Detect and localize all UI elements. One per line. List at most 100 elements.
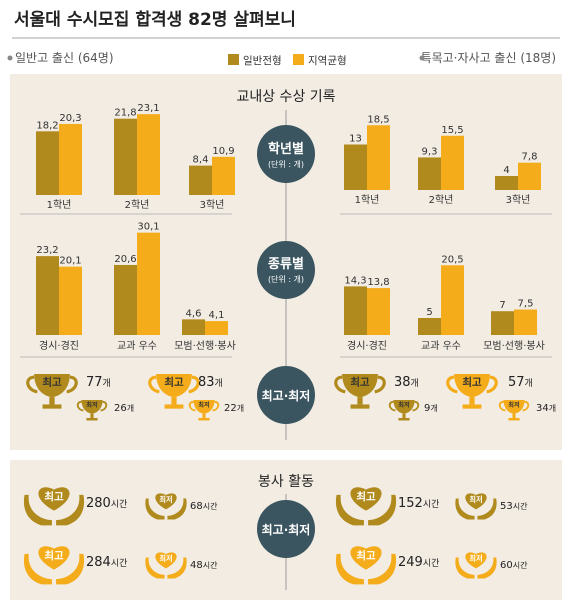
heart-min-left-general: 최저 bbox=[145, 493, 187, 520]
heart-min-value-right-regional: 60시간 bbox=[500, 560, 528, 571]
heart-max-right-regional-hand-left bbox=[335, 553, 364, 585]
page-title: 서울대 수시모집 합격생 82명 살펴보니 bbox=[14, 9, 296, 30]
trophy-max-value-left-regional: 83개 bbox=[198, 375, 223, 390]
heart-max-left-general-hand-right bbox=[56, 494, 85, 526]
heart-max-right-regional-hand-right bbox=[368, 553, 397, 585]
tick-label-right-type-1: 교과 우수 bbox=[421, 340, 461, 352]
trophy-min-right-regional-handle-left bbox=[498, 400, 506, 412]
bar-left-type-regional-1 bbox=[137, 232, 160, 335]
heart-max-left-regional-hand-right bbox=[56, 553, 85, 585]
tick-label-right-type-2: 모범·선행·봉사 bbox=[483, 340, 545, 352]
heart-max-left-regional-badge: 최고 bbox=[44, 549, 64, 562]
heart-max-right-general-hand-right bbox=[368, 494, 397, 526]
data-label-left-type-1-2: 4,1 bbox=[209, 310, 225, 321]
heart-min-right-general-badge: 최저 bbox=[469, 495, 482, 504]
data-label-left-grade-1-0: 20,3 bbox=[59, 113, 81, 124]
trophy-max-right-regional: 최고 bbox=[446, 374, 498, 409]
trophy-max-value-right-general: 38개 bbox=[394, 375, 419, 390]
bar-left-type-general-1 bbox=[114, 264, 137, 335]
bar-right-grade-regional-2 bbox=[518, 162, 541, 190]
trophy-max-right-general-stem bbox=[357, 397, 363, 405]
trophy-unit: 개 bbox=[127, 403, 134, 413]
trophy-max-left-regional-handle-left bbox=[148, 375, 160, 394]
heart-min-number: 48 bbox=[190, 560, 203, 571]
trophy-unit: 개 bbox=[215, 378, 223, 389]
bubble-by-grade: 학년별 (단위 : 개) bbox=[257, 125, 315, 183]
trophy-max-left-regional: 최고 bbox=[148, 374, 200, 409]
bar-left-grade-regional-2 bbox=[212, 156, 235, 195]
trophy-min-right-general-base bbox=[398, 417, 410, 421]
bar-left-grade-general-2 bbox=[189, 165, 212, 195]
bubble-awards-maxmin: 최고·최저 bbox=[257, 366, 315, 424]
group-label-left: 일반고 출신 (64명) bbox=[15, 51, 114, 65]
heart-max-left-regional: 최고 bbox=[23, 546, 85, 585]
trophy-max-left-general-badge: 최고 bbox=[42, 376, 62, 389]
trophy-min-left-regional: 최저 bbox=[188, 400, 220, 421]
data-label-right-type-0-1: 5 bbox=[426, 307, 432, 318]
bubble-by-type: 종류별 (단위 : 개) bbox=[257, 241, 315, 299]
trophy-max-right-general-base bbox=[350, 404, 370, 409]
heart-max-left-general-badge: 최고 bbox=[44, 490, 64, 503]
bar-right-grade-regional-1 bbox=[441, 135, 464, 190]
data-label-right-type-1-2: 7,5 bbox=[518, 299, 534, 310]
data-label-left-grade-0-0: 18,2 bbox=[36, 120, 58, 131]
heart-max-right-general-heart bbox=[350, 487, 382, 511]
bar-left-grade-regional-1 bbox=[137, 114, 160, 195]
trophy-max-value-left-general: 77개 bbox=[86, 375, 111, 390]
trophy-unit: 개 bbox=[237, 403, 244, 413]
heart-min-left-general-hand-right bbox=[167, 498, 187, 520]
heart-max-number: 152 bbox=[398, 496, 423, 511]
bar-chart-left-type: 23,220,1 경시·경진 20,6 30,1 교과 우수 4,6 4,1 모범·선행·봉사 bbox=[36, 222, 236, 352]
data-label-right-type-1-0: 13,8 bbox=[367, 277, 389, 288]
bar-right-grade-general-2 bbox=[495, 176, 518, 190]
data-label-left-type-1-1: 30,1 bbox=[137, 222, 159, 233]
trophy-min-value-right-regional: 34개 bbox=[536, 403, 556, 414]
heart-max-left-general: 최고 bbox=[23, 487, 85, 526]
group-dot-right bbox=[419, 55, 425, 61]
heart-max-right-general-hand-left bbox=[335, 494, 364, 526]
heart-min-left-regional: 최저 bbox=[145, 552, 187, 579]
trophy-min-left-general-stem bbox=[90, 413, 94, 418]
heart-min-left-regional-hand-right bbox=[167, 557, 187, 579]
heart-max-right-general: 최고 bbox=[335, 487, 397, 526]
bar-right-type-general-2 bbox=[491, 311, 514, 335]
bar-right-grade-regional-0 bbox=[367, 125, 390, 190]
data-label-left-grade-0-1: 21,8 bbox=[114, 108, 136, 119]
trophy-min-left-general: 최저 bbox=[76, 400, 108, 421]
heart-min-right-general-hand-right bbox=[477, 498, 497, 520]
volunteer-title: 봉사 활동 bbox=[258, 474, 314, 490]
trophy-max-left-general: 최고 bbox=[26, 374, 78, 409]
trophy-max-right-regional-cup bbox=[454, 374, 490, 398]
group-dot-left bbox=[7, 55, 13, 61]
trophy-max-number: 77 bbox=[86, 375, 103, 390]
volunteer-unit: 시간 bbox=[111, 499, 128, 510]
data-label-right-grade-1-0: 18,5 bbox=[367, 114, 389, 125]
bar-right-grade-general-1 bbox=[418, 157, 441, 190]
bar-left-type-general-2 bbox=[182, 319, 205, 335]
heart-min-value-left-regional: 48시간 bbox=[190, 560, 218, 571]
tick-label-right-grade-1: 2학년 bbox=[429, 194, 454, 206]
awards-title: 교내상 수상 기록 bbox=[236, 89, 335, 105]
bubble-by-type-unit: (단위 : 개) bbox=[268, 274, 304, 284]
legend-label-general: 일반전형 bbox=[243, 54, 282, 67]
heart-max-right-general-badge: 최고 bbox=[356, 490, 376, 503]
trophy-max-right-regional-badge: 최고 bbox=[462, 376, 482, 389]
heart-max-left-regional-heart bbox=[38, 546, 70, 570]
trophy-min-left-general-base bbox=[86, 417, 98, 421]
heart-min-right-general: 최저 bbox=[455, 493, 497, 520]
bar-left-type-regional-0 bbox=[59, 266, 82, 335]
heart-max-value-right-regional: 249시간 bbox=[398, 555, 439, 570]
trophy-min-right-regional: 최저 bbox=[498, 400, 530, 421]
trophy-min-right-regional-base bbox=[508, 417, 520, 421]
trophy-max-right-regional-handle-right bbox=[486, 375, 498, 394]
trophy-min-left-regional-stem bbox=[202, 413, 206, 418]
bar-left-type-regional-2 bbox=[205, 321, 228, 335]
bar-right-type-general-1 bbox=[418, 318, 441, 335]
trophy-max-left-regional-handle-right bbox=[188, 375, 200, 394]
bar-chart-right-grade: 13 18,5 1학년 9,315,5 2학년 4 7,8 3학년 bbox=[344, 114, 541, 206]
trophy-min-left-regional-badge: 최저 bbox=[198, 401, 210, 409]
trophy-max-number: 83 bbox=[198, 375, 215, 390]
trophy-min-number: 26 bbox=[114, 403, 127, 414]
trophy-max-right-regional-handle-left bbox=[446, 375, 458, 394]
legend-swatch-regional bbox=[293, 54, 304, 65]
